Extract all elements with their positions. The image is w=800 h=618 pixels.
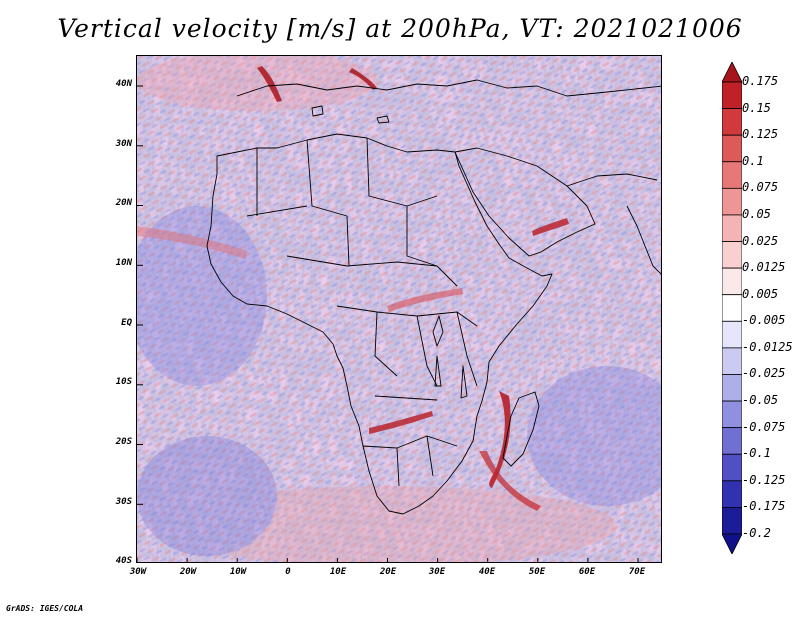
colorbar-label: -0.0125 <box>742 339 793 354</box>
colorbar-cell <box>722 480 742 508</box>
colorbar-cell <box>722 347 742 375</box>
colorbar-label: -0.05 <box>742 393 779 408</box>
colorbar-cell <box>722 320 742 349</box>
colorbar-label: 0.005 <box>742 286 779 301</box>
colorbar-cell <box>722 62 742 83</box>
frame-ticks <box>137 85 639 562</box>
colorbar-label: -0.1 <box>742 446 771 461</box>
colorbar-label: 0.075 <box>742 180 779 195</box>
lat-label-20s: 20S <box>115 437 132 447</box>
lon-label-10e: 10E <box>329 567 347 577</box>
great-lakes <box>432 315 468 399</box>
lat-label-10s: 10S <box>115 377 132 387</box>
lon-label-60e: 60E <box>578 567 596 577</box>
lon-label-30w: 30W <box>129 567 147 577</box>
strong-ascent-features <box>137 66 569 511</box>
colorbar-cell <box>722 241 742 269</box>
colorbar-cell <box>722 374 742 402</box>
colorbar-cell <box>722 187 742 216</box>
mediterranean-islands <box>311 105 390 124</box>
lat-label-10n: 10N <box>115 258 132 268</box>
colorbar-label: 0.125 <box>742 127 779 142</box>
map-panel <box>136 55 662 563</box>
colorbar-label: 0.175 <box>742 74 779 88</box>
colorbar-cell <box>722 427 742 455</box>
lat-label-40n: 40N <box>115 79 132 89</box>
colorbar-cell <box>722 294 742 322</box>
colorbar-cell <box>722 400 742 429</box>
lon-label-20w: 20W <box>179 567 197 577</box>
colorbar-cell <box>722 533 742 554</box>
colorbar-cell <box>722 453 742 482</box>
colorbar-label: -0.025 <box>742 366 786 381</box>
colorbar-cell <box>722 161 742 189</box>
chart-title: Vertical velocity [m/s] at 200hPa, VT: 2… <box>57 14 743 43</box>
colorbar-label: 0.15 <box>742 100 771 115</box>
africa-coastline <box>206 133 553 515</box>
india-coast <box>626 205 661 275</box>
colorbar-cell <box>722 81 742 109</box>
colorbar-cell <box>722 214 742 242</box>
colorbar-label: 0.0125 <box>742 260 786 275</box>
lat-label-20n: 20N <box>115 198 132 208</box>
colorbar-label: 0.025 <box>742 233 779 248</box>
colorbar-cell <box>722 134 742 163</box>
iran-coast <box>566 173 658 187</box>
sahara-borders <box>246 137 458 287</box>
colorbar-label: -0.2 <box>742 526 771 540</box>
lon-label-30e: 30E <box>428 567 446 577</box>
lon-label-50e: 50E <box>528 567 546 577</box>
colorbar-cell <box>722 108 742 136</box>
colorbar-label: -0.175 <box>742 499 786 514</box>
vertical-velocity-map <box>137 56 661 562</box>
arabian-peninsula <box>454 147 596 257</box>
lat-label-eq: EQ <box>121 318 132 328</box>
lat-label-30n: 30N <box>115 139 132 149</box>
colorbar-label: 0.05 <box>742 206 771 221</box>
colorbar-cell <box>722 507 742 535</box>
madagascar <box>502 391 540 467</box>
coastlines-and-borders <box>206 79 661 515</box>
europe-coast <box>236 79 661 97</box>
colorbar-label: -0.125 <box>742 472 786 487</box>
grads-credit: GrADS: IGES/COLA <box>6 604 84 613</box>
colorbar-label: 0.1 <box>742 153 764 168</box>
colorbar <box>722 62 742 554</box>
lon-label-10w: 10W <box>229 567 247 577</box>
lon-label-70e: 70E <box>628 567 646 577</box>
colorbar-cell <box>722 267 742 296</box>
central-africa-borders <box>336 305 478 487</box>
colorbar-label: -0.005 <box>742 313 786 328</box>
colorbar-cells <box>722 62 742 554</box>
lon-label-20e: 20E <box>379 567 397 577</box>
colorbar-label: -0.075 <box>742 419 786 434</box>
lat-label-30s: 30S <box>115 497 132 507</box>
lon-label-0: 0 <box>285 567 291 577</box>
lat-label-40s: 40S <box>115 556 132 566</box>
lon-label-40e: 40E <box>478 567 496 577</box>
